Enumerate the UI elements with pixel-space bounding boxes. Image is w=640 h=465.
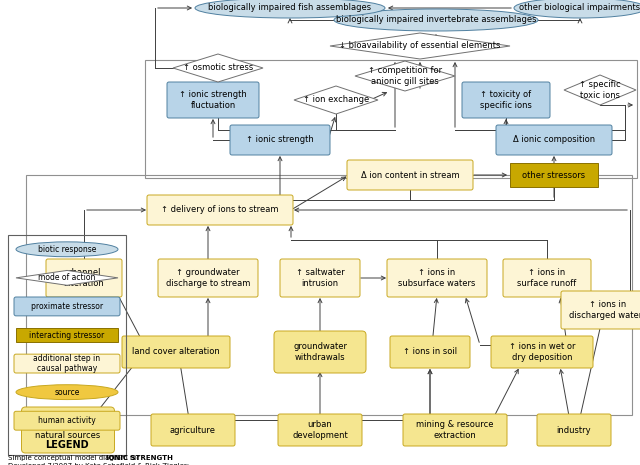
Text: ↑ ions in soil: ↑ ions in soil <box>403 347 457 357</box>
Text: human activity: human activity <box>38 416 96 425</box>
Bar <box>145 60 637 178</box>
Text: groundwater
withdrawals: groundwater withdrawals <box>293 342 347 362</box>
Text: ↑ ionic strength: ↑ ionic strength <box>246 135 314 145</box>
FancyBboxPatch shape <box>278 414 362 446</box>
Text: ↑ saltwater
intrusion: ↑ saltwater intrusion <box>296 268 344 288</box>
Ellipse shape <box>16 385 118 399</box>
Ellipse shape <box>195 0 385 18</box>
Text: additional step in
causal pathway: additional step in causal pathway <box>33 354 100 373</box>
FancyBboxPatch shape <box>561 291 640 329</box>
FancyBboxPatch shape <box>462 82 550 118</box>
FancyBboxPatch shape <box>158 259 258 297</box>
Text: geology & other
natural sources: geology & other natural sources <box>34 420 102 440</box>
Bar <box>510 163 598 187</box>
FancyBboxPatch shape <box>387 259 487 297</box>
FancyBboxPatch shape <box>403 414 507 446</box>
FancyBboxPatch shape <box>390 336 470 368</box>
Bar <box>8 235 126 455</box>
Text: biologically impaired invertebrate assemblages: biologically impaired invertebrate assem… <box>336 15 536 25</box>
Text: mode of action: mode of action <box>38 273 96 282</box>
FancyBboxPatch shape <box>14 354 120 373</box>
Text: ↑ specific
toxic ions: ↑ specific toxic ions <box>579 80 621 100</box>
Text: ↑ toxicity of
specific ions: ↑ toxicity of specific ions <box>480 90 532 110</box>
Text: Developed 7/2007 by Kate Schofield & Rick Ziegler;: Developed 7/2007 by Kate Schofield & Ric… <box>8 463 189 465</box>
Text: ↑ osmotic stress: ↑ osmotic stress <box>183 64 253 73</box>
Polygon shape <box>16 271 118 286</box>
FancyBboxPatch shape <box>503 259 591 297</box>
Text: agriculture: agriculture <box>170 425 216 434</box>
Ellipse shape <box>514 0 640 18</box>
Text: land cover alteration: land cover alteration <box>132 347 220 357</box>
FancyBboxPatch shape <box>167 82 259 118</box>
Text: biotic response: biotic response <box>38 245 96 254</box>
Text: ↑ ionic strength
fluctuation: ↑ ionic strength fluctuation <box>179 90 247 110</box>
FancyBboxPatch shape <box>46 259 122 297</box>
Text: other stressors: other stressors <box>522 171 586 179</box>
Text: ↑ ions in wet or
dry deposition: ↑ ions in wet or dry deposition <box>509 342 575 362</box>
Text: proximate stressor: proximate stressor <box>31 302 103 311</box>
FancyBboxPatch shape <box>491 336 593 368</box>
FancyBboxPatch shape <box>280 259 360 297</box>
Text: ↑ ions in
surface runoff: ↑ ions in surface runoff <box>517 268 577 288</box>
Text: ↑ delivery of ions to stream: ↑ delivery of ions to stream <box>161 206 279 214</box>
FancyBboxPatch shape <box>496 125 612 155</box>
Text: Simple conceptual model diagram for: Simple conceptual model diagram for <box>8 455 141 461</box>
Text: biologically impaired fish assemblages: biologically impaired fish assemblages <box>209 4 372 13</box>
Text: other biological impairments: other biological impairments <box>520 4 640 13</box>
FancyBboxPatch shape <box>147 195 293 225</box>
FancyBboxPatch shape <box>230 125 330 155</box>
Polygon shape <box>355 61 455 91</box>
Text: ↑ ion exchange: ↑ ion exchange <box>303 95 369 105</box>
Text: industry: industry <box>557 425 591 434</box>
FancyBboxPatch shape <box>151 414 235 446</box>
Ellipse shape <box>16 242 118 257</box>
Text: urban
development: urban development <box>292 420 348 440</box>
FancyBboxPatch shape <box>14 297 120 316</box>
Text: Δ ionic composition: Δ ionic composition <box>513 135 595 145</box>
FancyBboxPatch shape <box>274 331 366 373</box>
Text: interacting stressor: interacting stressor <box>29 331 104 339</box>
Text: mining & resource
extraction: mining & resource extraction <box>416 420 493 440</box>
Text: ↓ bioavailability of essential elements: ↓ bioavailability of essential elements <box>339 41 500 51</box>
Ellipse shape <box>334 9 538 31</box>
FancyBboxPatch shape <box>347 160 473 190</box>
FancyBboxPatch shape <box>122 336 230 368</box>
Bar <box>26 175 632 415</box>
Text: ↑ groundwater
discharge to stream: ↑ groundwater discharge to stream <box>166 268 250 288</box>
Text: LEGEND: LEGEND <box>45 440 89 450</box>
FancyBboxPatch shape <box>537 414 611 446</box>
Polygon shape <box>173 54 263 82</box>
Text: source: source <box>54 388 80 397</box>
Bar <box>16 327 118 342</box>
Text: Δ ion content in stream: Δ ion content in stream <box>361 171 460 179</box>
Text: channel
alteration: channel alteration <box>63 268 104 288</box>
Polygon shape <box>330 33 510 59</box>
Text: ↑ ions in
discharged waters: ↑ ions in discharged waters <box>569 300 640 320</box>
Polygon shape <box>294 86 378 114</box>
Polygon shape <box>564 75 636 105</box>
Text: ↑ ions in
subsurface waters: ↑ ions in subsurface waters <box>398 268 476 288</box>
FancyBboxPatch shape <box>22 407 115 453</box>
FancyBboxPatch shape <box>14 411 120 430</box>
Text: IONIC STRENGTH: IONIC STRENGTH <box>106 455 173 461</box>
Text: ↑ competition for
anionic gill sites: ↑ competition for anionic gill sites <box>368 66 442 86</box>
